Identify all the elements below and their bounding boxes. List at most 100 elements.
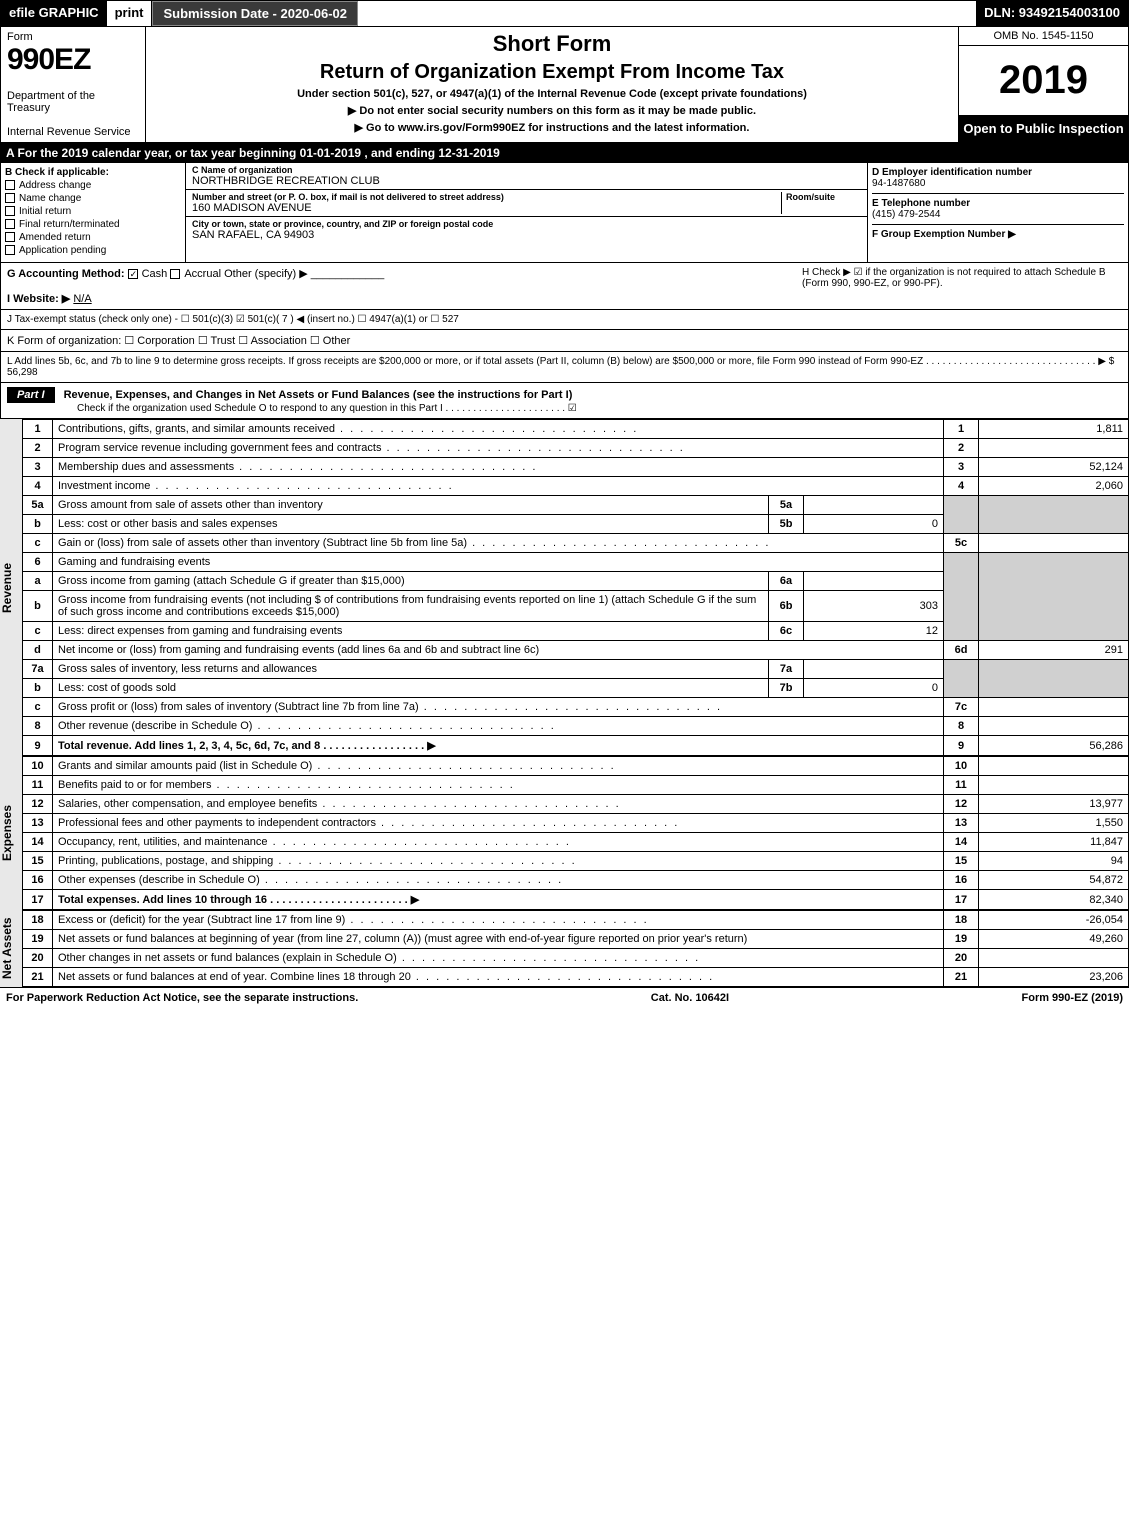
city-state-zip: SAN RAFAEL, CA 94903	[192, 229, 861, 241]
revenue-side-label: Revenue	[0, 419, 22, 756]
ein-value: 94-1487680	[872, 178, 1124, 189]
section-c: C Name of organization NORTHBRIDGE RECRE…	[186, 163, 868, 262]
irs-label: Internal Revenue Service	[7, 126, 139, 138]
room-label: Room/suite	[786, 192, 861, 202]
efile-label: efile GRAPHIC	[1, 1, 107, 26]
line-a-tax-year: A For the 2019 calendar year, or tax yea…	[0, 143, 1129, 163]
form-header: Form 990EZ Department of the Treasury In…	[0, 27, 1129, 143]
line-17: 17Total expenses. Add lines 10 through 1…	[23, 890, 1129, 910]
org-name: NORTHBRIDGE RECREATION CLUB	[192, 175, 861, 187]
chk-cash[interactable]	[128, 269, 138, 279]
return-title: Return of Organization Exempt From Incom…	[154, 61, 950, 84]
other-method-label: Other (specify) ▶	[224, 268, 308, 280]
part1-header-row: Part I Revenue, Expenses, and Changes in…	[0, 383, 1129, 419]
line-10: 10Grants and similar amounts paid (list …	[23, 757, 1129, 776]
line-13: 13Professional fees and other payments t…	[23, 814, 1129, 833]
subtitle-ssn: ▶ Do not enter social security numbers o…	[154, 104, 950, 117]
chk-final-return[interactable]: Final return/terminated	[5, 219, 181, 230]
expenses-table: 10Grants and similar amounts paid (list …	[22, 756, 1129, 910]
open-inspection: Open to Public Inspection	[959, 115, 1128, 142]
chk-application-pending[interactable]: Application pending	[5, 245, 181, 256]
paperwork-notice: For Paperwork Reduction Act Notice, see …	[6, 992, 358, 1004]
chk-application-pending-label: Application pending	[19, 245, 106, 256]
line-12: 12Salaries, other compensation, and empl…	[23, 795, 1129, 814]
section-b: B Check if applicable: Address change Na…	[1, 163, 186, 262]
net-assets-table: 18Excess or (deficit) for the year (Subt…	[22, 910, 1129, 987]
omb-number: OMB No. 1545-1150	[959, 27, 1128, 46]
dln-label: DLN: 93492154003100	[976, 1, 1128, 26]
chk-name-change[interactable]: Name change	[5, 193, 181, 204]
chk-initial-return-label: Initial return	[19, 206, 71, 217]
part1-title: Revenue, Expenses, and Changes in Net As…	[64, 389, 573, 401]
line-3: 3Membership dues and assessments352,124	[23, 458, 1129, 477]
page-footer: For Paperwork Reduction Act Notice, see …	[0, 987, 1129, 1008]
expenses-side-label: Expenses	[0, 756, 22, 910]
line-16: 16Other expenses (describe in Schedule O…	[23, 871, 1129, 890]
form-footer-label: Form 990-EZ (2019)	[1022, 992, 1123, 1004]
line-21: 21Net assets or fund balances at end of …	[23, 968, 1129, 987]
revenue-section: Revenue 1Contributions, gifts, grants, a…	[0, 419, 1129, 756]
form-number: 990EZ	[7, 43, 139, 77]
ein-label: D Employer identification number	[872, 167, 1124, 178]
telephone-label: E Telephone number	[872, 198, 1124, 209]
website-value: N/A	[73, 293, 91, 305]
top-bar: efile GRAPHIC print Submission Date - 20…	[0, 0, 1129, 27]
part1-check-o: Check if the organization used Schedule …	[77, 403, 1122, 414]
line-5a: 5aGross amount from sale of assets other…	[23, 496, 1129, 515]
line-20: 20Other changes in net assets or fund ba…	[23, 949, 1129, 968]
chk-address-change-label: Address change	[19, 180, 91, 191]
line-8: 8Other revenue (describe in Schedule O)8	[23, 717, 1129, 736]
line-15: 15Printing, publications, postage, and s…	[23, 852, 1129, 871]
section-k: K Form of organization: ☐ Corporation ☐ …	[0, 330, 1129, 352]
expenses-section: Expenses 10Grants and similar amounts pa…	[0, 756, 1129, 910]
line-19: 19Net assets or fund balances at beginni…	[23, 930, 1129, 949]
website-label: I Website: ▶	[7, 293, 70, 305]
section-l: L Add lines 5b, 6c, and 7b to line 9 to …	[0, 352, 1129, 383]
chk-accrual[interactable]	[170, 269, 180, 279]
catalog-number: Cat. No. 10642I	[651, 992, 729, 1004]
revenue-table: 1Contributions, gifts, grants, and simil…	[22, 419, 1129, 756]
submission-date: Submission Date - 2020-06-02	[152, 1, 358, 26]
net-assets-side-label: Net Assets	[0, 910, 22, 987]
org-name-label: C Name of organization	[192, 165, 861, 175]
info-grid: B Check if applicable: Address change Na…	[0, 163, 1129, 263]
line-1: 1Contributions, gifts, grants, and simil…	[23, 420, 1129, 439]
line-6: 6Gaming and fundraising events	[23, 553, 1129, 572]
dept-treasury: Department of the Treasury	[7, 90, 139, 114]
city-label: City or town, state or province, country…	[192, 219, 861, 229]
accounting-method-label: G Accounting Method:	[7, 268, 125, 280]
header-left: Form 990EZ Department of the Treasury In…	[1, 27, 146, 142]
line-9: 9Total revenue. Add lines 1, 2, 3, 4, 5c…	[23, 736, 1129, 756]
accrual-label: Accrual	[184, 268, 221, 280]
cash-label: Cash	[142, 268, 168, 280]
chk-name-change-label: Name change	[19, 193, 81, 204]
line-5c: cGain or (loss) from sale of assets othe…	[23, 534, 1129, 553]
line-6d: dNet income or (loss) from gaming and fu…	[23, 641, 1129, 660]
street-address: 160 MADISON AVENUE	[192, 202, 781, 214]
part1-label: Part I	[7, 387, 55, 403]
chk-amended-return[interactable]: Amended return	[5, 232, 181, 243]
section-b-title: B Check if applicable:	[5, 167, 181, 178]
subtitle-link[interactable]: ▶ Go to www.irs.gov/Form990EZ for instru…	[154, 121, 950, 134]
header-center: Short Form Return of Organization Exempt…	[146, 27, 958, 142]
chk-amended-return-label: Amended return	[19, 232, 91, 243]
tax-year: 2019	[959, 46, 1128, 115]
spacer	[358, 1, 976, 26]
addr-label: Number and street (or P. O. box, if mail…	[192, 192, 781, 202]
net-assets-section: Net Assets 18Excess or (deficit) for the…	[0, 910, 1129, 987]
section-j: J Tax-exempt status (check only one) - ☐…	[0, 310, 1129, 330]
chk-address-change[interactable]: Address change	[5, 180, 181, 191]
form-label: Form	[7, 31, 139, 43]
section-gh: G Accounting Method: Cash Accrual Other …	[0, 263, 1129, 310]
line-14: 14Occupancy, rent, utilities, and mainte…	[23, 833, 1129, 852]
line-11: 11Benefits paid to or for members11	[23, 776, 1129, 795]
print-button[interactable]: print	[107, 1, 153, 26]
telephone-value: (415) 479-2544	[872, 209, 1124, 220]
line-7a: 7aGross sales of inventory, less returns…	[23, 660, 1129, 679]
chk-final-return-label: Final return/terminated	[19, 219, 120, 230]
line-18: 18Excess or (deficit) for the year (Subt…	[23, 911, 1129, 930]
subtitle-code: Under section 501(c), 527, or 4947(a)(1)…	[154, 88, 950, 100]
short-form-title: Short Form	[154, 31, 950, 57]
group-exemption-label: F Group Exemption Number ▶	[872, 229, 1016, 240]
chk-initial-return[interactable]: Initial return	[5, 206, 181, 217]
